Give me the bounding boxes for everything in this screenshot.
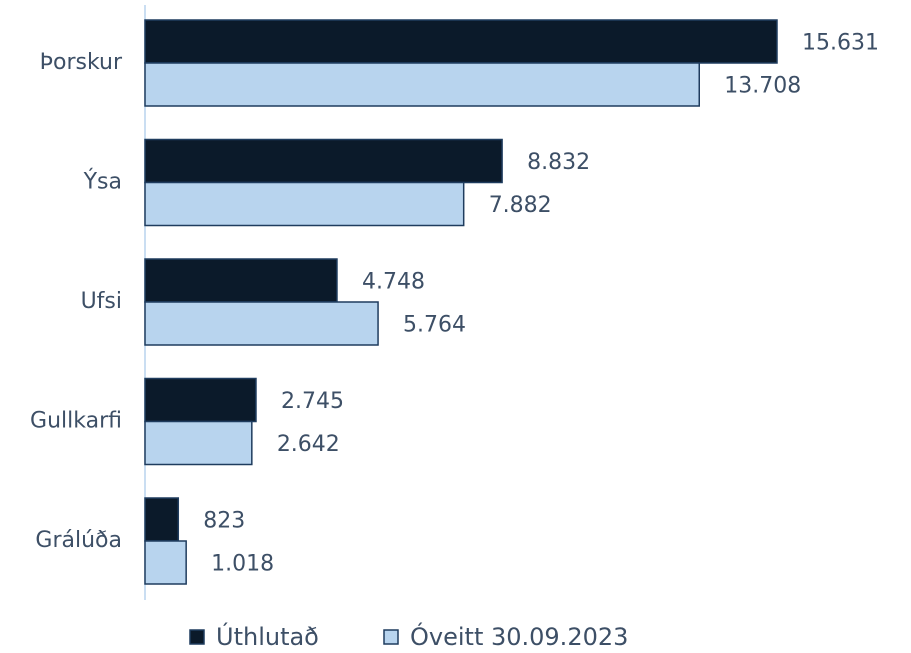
category-label: Þorskur — [40, 50, 123, 75]
legend-label: Óveitt 30.09.2023 — [410, 621, 628, 651]
value-label: 2.745 — [281, 389, 344, 414]
value-label: 7.882 — [489, 193, 552, 218]
value-label: 15.631 — [802, 31, 879, 56]
bar — [144, 258, 338, 303]
bar — [144, 19, 778, 64]
category-label: Gullkarfi — [30, 409, 122, 434]
bar — [144, 138, 503, 184]
value-label: 5.764 — [403, 313, 466, 338]
category-label: Ýsa — [83, 169, 122, 195]
bar — [144, 540, 187, 585]
bar — [144, 497, 180, 542]
legend-swatch — [383, 629, 399, 645]
value-label: 8.832 — [527, 150, 590, 175]
value-label: 13.708 — [724, 74, 801, 99]
value-label: 2.642 — [277, 432, 340, 457]
bar — [144, 377, 257, 423]
bar — [144, 181, 465, 227]
legend-label: Úthlutað — [216, 621, 319, 651]
bar — [144, 62, 700, 107]
category-label: Grálúða — [35, 528, 122, 553]
legend-swatch — [189, 629, 205, 645]
bar — [144, 420, 253, 466]
category-label: Ufsi — [81, 289, 122, 314]
value-label: 1.018 — [211, 552, 274, 577]
value-label: 823 — [203, 509, 245, 534]
bar — [144, 301, 379, 346]
value-label: 4.748 — [362, 270, 425, 295]
